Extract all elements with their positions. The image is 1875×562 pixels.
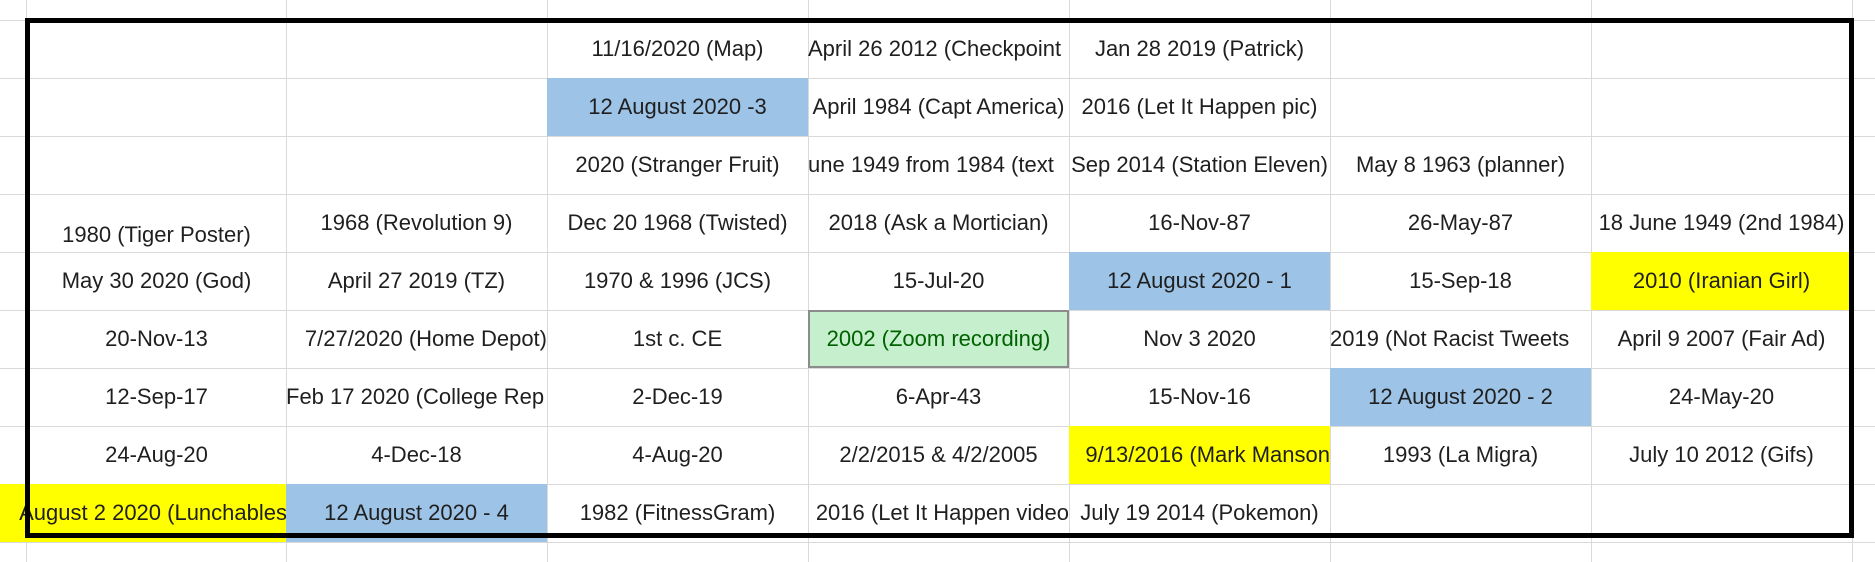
cell[interactable]: Feb 17 2020 (College Rep — [286, 384, 545, 409]
cell[interactable]: 1968 (Revolution 9) — [320, 210, 513, 235]
cell-highlighted-blue[interactable]: 12 August 2020 - 1 — [1069, 252, 1330, 310]
cell[interactable]: July 19 2014 (Pokemon) — [1080, 500, 1319, 525]
cell-highlighted-green[interactable]: 2002 (Zoom recording) — [808, 310, 1069, 368]
gridline — [0, 542, 1875, 543]
cell[interactable]: 16-Nov-87 — [1148, 210, 1251, 235]
cell[interactable]: April 1984 (Capt America) — [812, 94, 1065, 119]
cell[interactable]: 2016 (Let It Happen video — [815, 500, 1069, 525]
cell[interactable]: 2016 (Let It Happen pic) — [1081, 94, 1318, 119]
gridline — [0, 194, 1875, 195]
cell-highlighted-blue[interactable]: 12 August 2020 - 4 — [286, 484, 547, 542]
cell[interactable]: 20-Nov-13 — [105, 326, 208, 351]
cell-highlighted-yellow[interactable]: August 2 2020 (Lunchables — [0, 484, 287, 542]
cell[interactable]: Nov 3 2020 — [1143, 326, 1256, 351]
cell[interactable]: 1970 & 1996 (JCS) — [583, 268, 772, 293]
cell-highlighted-blue[interactable]: 12 August 2020 -3 — [547, 78, 808, 136]
cell[interactable]: 11/16/2020 (Map) — [591, 36, 764, 61]
cell[interactable]: une 1949 from 1984 (text — [808, 152, 1054, 177]
gridline — [0, 484, 1875, 485]
cell[interactable]: Sep 2014 (Station Eleven) — [1071, 152, 1328, 177]
cell[interactable]: 15-Sep-18 — [1409, 268, 1512, 293]
cell[interactable]: 2-Dec-19 — [632, 384, 723, 409]
gridline — [1330, 0, 1331, 562]
cell[interactable]: 1980 (Tiger Poster) — [62, 222, 251, 247]
gridline — [286, 0, 287, 562]
cell[interactable]: July 10 2012 (Gifs) — [1629, 442, 1814, 467]
cell[interactable]: 7/27/2020 (Home Depot) — [304, 326, 547, 351]
cell[interactable]: 2020 (Stranger Fruit) — [575, 152, 780, 177]
cell[interactable]: 2018 (Ask a Mortician) — [828, 210, 1049, 235]
cell[interactable]: 1982 (FitnessGram) — [579, 500, 776, 525]
cell[interactable]: Jan 28 2019 (Patrick) — [1094, 36, 1305, 61]
cell[interactable]: 4-Dec-18 — [371, 442, 462, 467]
cell-highlighted-blue[interactable]: 12 August 2020 - 2 — [1330, 368, 1591, 426]
cell[interactable]: May 30 2020 (God) — [61, 268, 252, 293]
gridline — [547, 0, 548, 562]
cell-highlighted-yellow[interactable]: 9/13/2016 (Mark Manson — [1069, 426, 1330, 484]
cell[interactable]: 15-Nov-16 — [1148, 384, 1251, 409]
gridline — [0, 426, 1875, 427]
cell[interactable]: 2019 (Not Racist Tweets — [1330, 326, 1570, 351]
cell[interactable]: 24-Aug-20 — [105, 442, 208, 467]
cell[interactable]: 6-Apr-43 — [895, 384, 982, 409]
cell[interactable]: 26-May-87 — [1407, 210, 1514, 235]
gridline — [0, 136, 1875, 137]
cell[interactable]: April 9 2007 (Fair Ad) — [1617, 326, 1826, 351]
cell[interactable]: April 27 2019 (TZ) — [327, 268, 506, 293]
cell[interactable]: April 26 2012 (Checkpoint — [808, 36, 1062, 61]
cell[interactable]: 15-Jul-20 — [892, 268, 985, 293]
gridline — [1852, 0, 1853, 562]
gridline — [808, 0, 809, 562]
gridline — [0, 78, 1875, 79]
cell-highlighted-yellow[interactable]: 2010 (Iranian Girl) — [1591, 252, 1852, 310]
cell[interactable]: 1993 (La Migra) — [1382, 442, 1539, 467]
cell[interactable]: 12-Sep-17 — [105, 384, 208, 409]
cell[interactable]: 2/2/2015 & 4/2/2005 — [839, 442, 1038, 467]
gridline — [0, 252, 1875, 253]
cell[interactable]: 18 June 1949 (2nd 1984) — [1598, 210, 1845, 235]
cell[interactable]: 1st c. CE — [632, 326, 723, 351]
gridline — [0, 368, 1875, 369]
cell[interactable]: 4-Aug-20 — [632, 442, 723, 467]
cell[interactable]: Dec 20 1968 (Twisted) — [567, 210, 788, 235]
cell[interactable]: 24-May-20 — [1668, 384, 1775, 409]
cell[interactable]: May 8 1963 (planner) — [1355, 152, 1566, 177]
